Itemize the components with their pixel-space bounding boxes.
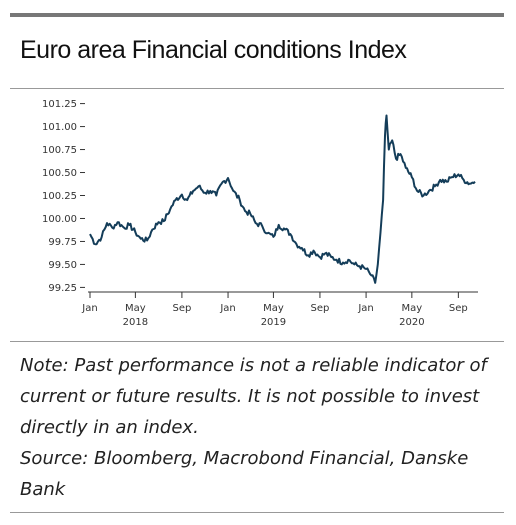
x-tick-label: May xyxy=(401,303,422,314)
note-block: Note: Past performance is not a reliable… xyxy=(20,350,500,505)
y-tick-label: 100.00 xyxy=(42,214,77,225)
y-tick-label: 99.25 xyxy=(48,283,77,294)
source-text: Source: Bloomberg, Macrobond Financial, … xyxy=(20,448,469,500)
y-tick-label: 101.00 xyxy=(42,122,77,133)
bottom-rule xyxy=(10,512,504,513)
top-rule xyxy=(10,13,504,17)
x-tick-label: Sep xyxy=(449,303,468,314)
year-label: 2020 xyxy=(399,317,424,328)
y-tick-label: 99.50 xyxy=(48,260,77,271)
x-tick-label: Jan xyxy=(219,303,235,314)
series-line xyxy=(89,114,476,284)
x-tick-label: Sep xyxy=(172,303,191,314)
y-tick-label: 100.75 xyxy=(42,145,77,156)
y-tick-label: 99.75 xyxy=(48,237,77,248)
y-tick-label: 100.50 xyxy=(42,168,77,179)
x-tick-label: Jan xyxy=(81,303,97,314)
year-label: 2019 xyxy=(261,317,286,328)
y-tick-label: 101.25 xyxy=(42,99,77,110)
chart-title: Euro area Financial conditions Index xyxy=(20,36,407,64)
year-label: 2018 xyxy=(123,317,148,328)
x-tick-label: May xyxy=(263,303,284,314)
y-tick-label: 100.25 xyxy=(42,191,77,202)
disclaimer-text: Note: Past performance is not a reliable… xyxy=(20,355,487,438)
chart-area: 101.25 101.00 100.75 100.50 100.25 100.00 99.7… xyxy=(10,88,504,342)
x-tick-label: May xyxy=(125,303,146,314)
line-chart: 101.25 101.00 100.75 100.50 100.25 100.00 99.7… xyxy=(42,99,478,328)
x-tick-label: Jan xyxy=(357,303,373,314)
x-tick-label: Sep xyxy=(311,303,330,314)
